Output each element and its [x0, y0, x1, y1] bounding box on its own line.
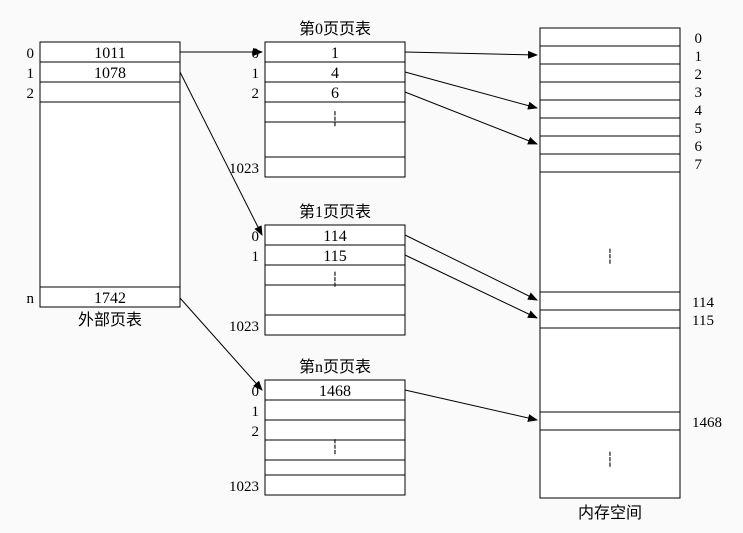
row-index: 1: [252, 66, 260, 82]
arrow: [405, 92, 537, 144]
mem-index: 1: [695, 49, 703, 65]
row-index: 1: [252, 404, 260, 420]
last-index: 1023: [229, 161, 259, 177]
arrow: [180, 72, 262, 235]
row-value: 1011: [94, 45, 125, 62]
row-index: n: [27, 291, 35, 307]
row-index: 2: [27, 86, 35, 102]
arrow: [180, 298, 262, 390]
row-index: 2: [252, 424, 260, 440]
mem-index: 4: [695, 103, 703, 119]
row-value: 6: [331, 85, 339, 102]
page-table-diagram: 01011110782n1742外部页表011426┆1023第0页页表0114…: [0, 0, 743, 533]
memory-title: 内存空间: [578, 504, 642, 522]
ellipsis: ┆: [331, 439, 339, 456]
row-value: 1: [331, 45, 339, 62]
row-index: 1: [252, 249, 260, 265]
mem-index: 6: [695, 139, 703, 155]
row-value: 1742: [94, 290, 126, 307]
mem-index: 5: [695, 121, 703, 137]
row-index: 2: [252, 86, 260, 102]
mem-index: 3: [695, 85, 703, 101]
mem-index: 0: [695, 31, 703, 47]
table-title: 第n页页表: [299, 358, 371, 376]
row-index: 0: [252, 46, 260, 62]
last-index: 1023: [229, 479, 259, 495]
row-index: 0: [27, 46, 35, 62]
mem-index: 2: [695, 67, 703, 83]
row-value: 4: [331, 65, 339, 82]
ellipsis: ┆: [331, 111, 339, 128]
outer-table-title: 外部页表: [78, 311, 142, 329]
mem-index: 1468: [692, 415, 722, 431]
last-index: 1023: [229, 319, 259, 335]
row-value: 1468: [319, 383, 351, 400]
arrow: [405, 235, 537, 300]
arrow: [405, 390, 537, 420]
row-index: 0: [252, 229, 260, 245]
row-value: 1078: [94, 65, 126, 82]
arrow: [405, 255, 537, 318]
table-title: 第1页页表: [299, 203, 371, 221]
mem-index: 114: [692, 295, 714, 311]
row-index: 1: [27, 66, 35, 82]
ellipsis: ┆: [606, 248, 614, 265]
row-value: 115: [323, 248, 346, 265]
table-title: 第0页页表: [299, 20, 371, 38]
arrow: [405, 72, 537, 108]
mem-index: 7: [695, 157, 703, 173]
row-value: 114: [323, 228, 346, 245]
ellipsis: ┆: [606, 451, 614, 468]
row-index: 0: [252, 384, 260, 400]
arrow: [405, 52, 537, 55]
mem-index: 115: [692, 313, 714, 329]
